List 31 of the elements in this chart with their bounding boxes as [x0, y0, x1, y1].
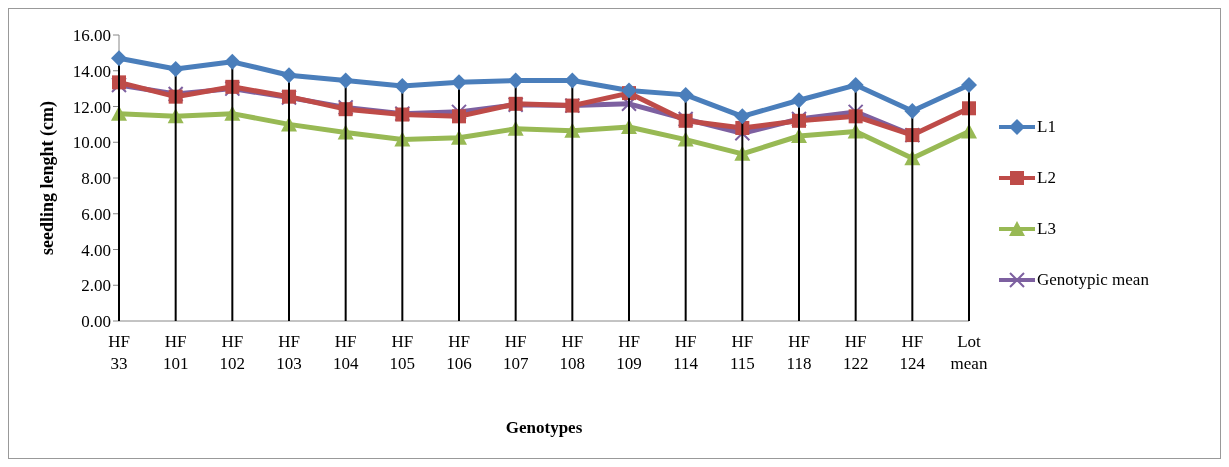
- legend-label: L3: [1037, 219, 1056, 239]
- y-tick-label: 14.00: [72, 61, 111, 81]
- y-tick-label: 4.00: [81, 240, 111, 260]
- x-tick-label: HF 104: [332, 332, 359, 373]
- x-tick-label: HF 115: [729, 332, 755, 373]
- legend-label: Genotypic mean: [1037, 270, 1149, 290]
- x-tick-label: HF 103: [276, 332, 302, 373]
- x-tick-label: HF 114: [673, 332, 699, 373]
- x-tick-label: HF 106: [446, 332, 472, 373]
- x-tick-label: HF 107: [502, 332, 529, 373]
- y-axis-title: seedling lenght (cm): [37, 101, 59, 255]
- x-tick-label: HF 118: [786, 332, 812, 373]
- y-tick-label: 12.00: [72, 97, 111, 117]
- x-axis-title: Genotypes: [505, 418, 583, 437]
- y-tick-label: 10.00: [72, 133, 111, 153]
- legend-label: L1: [1037, 117, 1056, 137]
- x-tick-label: HF 105: [389, 332, 416, 373]
- x-tick-label: HF 108: [559, 332, 586, 373]
- y-tick-label: 2.00: [81, 276, 111, 296]
- y-tick-label: 16.00: [72, 26, 111, 46]
- x-tick-label: HF 102: [219, 332, 246, 373]
- y-tick-label: 8.00: [81, 169, 111, 189]
- x-tick-label: HF 109: [616, 332, 642, 373]
- y-tick-label: 6.00: [81, 204, 111, 224]
- x-tick-label: HF 33: [108, 332, 130, 373]
- x-tick-label: Lot mean: [950, 332, 988, 373]
- x-tick-label: HF 122: [842, 332, 869, 373]
- y-tick-label: 0.00: [81, 312, 111, 332]
- x-tick-label: HF 101: [162, 332, 189, 373]
- legend-label: L2: [1037, 168, 1056, 188]
- x-tick-label: HF 124: [899, 332, 926, 373]
